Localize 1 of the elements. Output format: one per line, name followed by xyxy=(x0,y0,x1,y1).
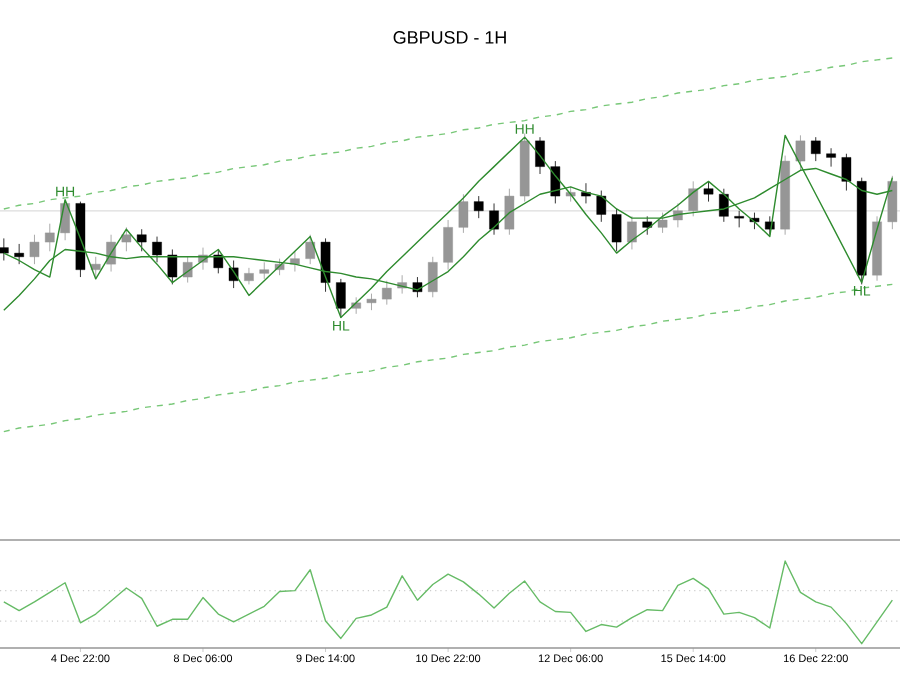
chart-title: GBPUSD - 1H xyxy=(393,31,506,44)
